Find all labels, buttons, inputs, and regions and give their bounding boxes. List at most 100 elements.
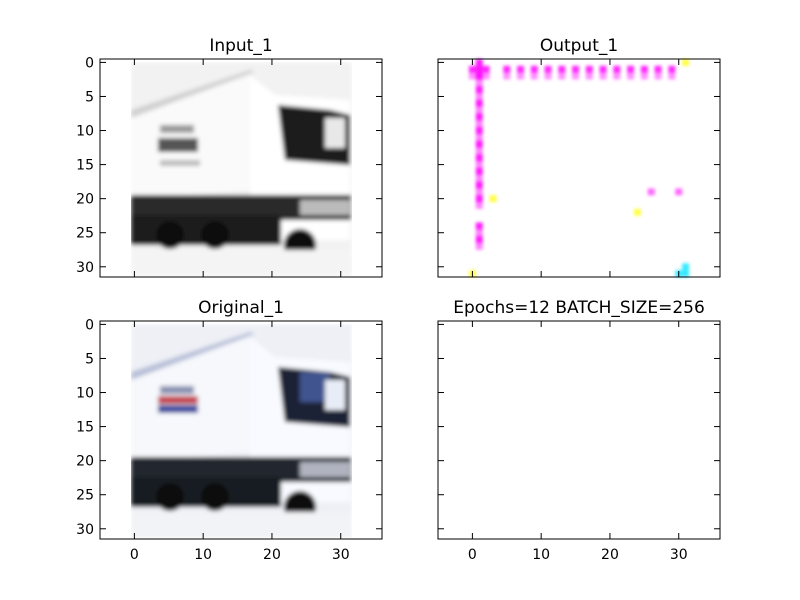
output-pixel-magenta	[503, 72, 511, 80]
output-pixel-magenta	[475, 242, 483, 250]
x-tick-label: 20	[263, 547, 281, 563]
output-pixel-magenta	[475, 236, 483, 243]
y-tick-label: 10	[76, 124, 94, 140]
output-pixel-magenta	[475, 195, 483, 203]
plot-area-info	[438, 321, 720, 539]
output-pixel-magenta	[475, 168, 483, 175]
plot-area-output	[438, 59, 720, 277]
output-pixel-magenta	[613, 65, 621, 73]
y-tick-label: 20	[76, 192, 94, 208]
y-tick-label: 30	[76, 260, 94, 276]
output-pixel-magenta	[599, 65, 607, 73]
output-pixel-magenta	[475, 202, 483, 209]
output-pixel-magenta	[482, 65, 490, 73]
output-image	[468, 59, 690, 277]
output-pixel-magenta	[475, 229, 483, 237]
y-tick-label: 0	[85, 317, 94, 333]
axis-original: 0 10 20 30 0 5 10 15 20 25 30	[76, 317, 382, 563]
output-pixel-cyan	[682, 263, 690, 271]
y-tick-label: 20	[76, 454, 94, 470]
input-image	[131, 62, 352, 276]
title-info: Epochs=12 BATCH_SIZE=256	[453, 298, 705, 318]
output-pixel-magenta	[572, 72, 579, 80]
output-pixel-magenta	[475, 154, 483, 162]
output-pixel-magenta	[468, 72, 476, 80]
x-tick-label: 20	[601, 547, 619, 563]
x-tick-label: 0	[130, 547, 139, 563]
output-pixel-magenta	[475, 86, 483, 94]
output-pixel-magenta	[613, 72, 621, 80]
output-pixel-magenta	[530, 65, 538, 73]
output-pixel-magenta	[475, 106, 483, 114]
output-pixel-magenta	[572, 65, 579, 73]
plot-frame-input	[99, 58, 383, 278]
output-pixel-magenta	[558, 65, 566, 73]
plot-frame-info	[437, 320, 721, 540]
output-pixel-yellow	[489, 195, 497, 203]
output-pixel-magenta	[585, 72, 593, 80]
output-pixel-magenta	[668, 65, 676, 73]
output-pixel-magenta	[475, 188, 483, 196]
output-pixel-magenta	[668, 72, 676, 80]
output-pixel-magenta	[627, 65, 635, 73]
output-pixel-magenta	[503, 65, 511, 73]
output-pixel-magenta	[475, 140, 483, 148]
output-pixel-magenta	[544, 72, 552, 80]
output-pixel-magenta	[675, 188, 683, 196]
x-tick-label: 0	[468, 547, 477, 563]
axis-output	[438, 59, 720, 277]
output-pixel-magenta	[640, 72, 648, 80]
output-pixel-magenta	[475, 174, 483, 182]
output-pixel-magenta	[585, 65, 593, 73]
plot-frame-original	[99, 320, 383, 540]
output-pixel-magenta	[654, 65, 662, 73]
output-pixel-magenta	[517, 72, 524, 80]
output-pixel-magenta	[475, 222, 483, 230]
x-tick-label: 30	[332, 547, 350, 563]
output-pixel-magenta	[468, 65, 476, 73]
output-pixel-magenta	[530, 72, 538, 80]
output-pixel-yellow	[634, 208, 641, 216]
output-pixel-magenta	[475, 59, 483, 66]
y-tick-label: 15	[76, 420, 94, 436]
output-pixel-magenta	[475, 72, 483, 80]
x-tick-label: 10	[194, 547, 212, 563]
output-pixel-magenta	[640, 65, 648, 73]
x-tick-label: 10	[532, 547, 550, 563]
output-pixel-magenta	[475, 147, 483, 155]
output-pixel-magenta	[475, 93, 483, 100]
output-pixel-magenta	[627, 72, 635, 80]
subplot-output: Output_1	[437, 36, 721, 278]
output-pixel-magenta	[475, 113, 483, 121]
output-pixel-magenta	[654, 72, 662, 80]
y-tick-label: 5	[85, 89, 94, 105]
output-pixel-cyan	[682, 270, 690, 277]
x-tick-label: 30	[670, 547, 688, 563]
subplot-original: Original_1 0 10 20 30 0 5 10 15 20 25 30	[76, 298, 383, 563]
y-tick-label: 25	[76, 226, 94, 242]
output-pixel-magenta	[517, 65, 524, 73]
y-tick-label: 15	[76, 158, 94, 174]
y-tick-label: 10	[76, 386, 94, 402]
output-pixel-magenta	[558, 72, 566, 80]
output-pixel-magenta	[475, 133, 483, 141]
y-tick-label: 30	[76, 522, 94, 538]
output-pixel-magenta	[475, 99, 483, 107]
y-tick-label: 5	[85, 351, 94, 367]
title-original: Original_1	[198, 298, 284, 318]
title-output: Output_1	[540, 36, 618, 56]
y-tick-label: 0	[85, 55, 94, 71]
output-pixel-magenta	[599, 72, 607, 80]
axis-input: 0 5 10 15 20 25 30	[76, 55, 382, 277]
original-image	[131, 324, 352, 538]
plot-frame-output	[437, 58, 721, 278]
output-pixel-yellow	[682, 59, 690, 66]
y-tick-label: 25	[76, 488, 94, 504]
output-pixel-magenta	[475, 181, 483, 189]
output-pixel-magenta	[475, 65, 483, 73]
output-pixel-magenta	[647, 188, 655, 196]
output-pixel-magenta	[544, 65, 552, 73]
output-pixel-magenta	[475, 161, 483, 168]
axis-info: 0 10 20 30	[438, 321, 720, 563]
